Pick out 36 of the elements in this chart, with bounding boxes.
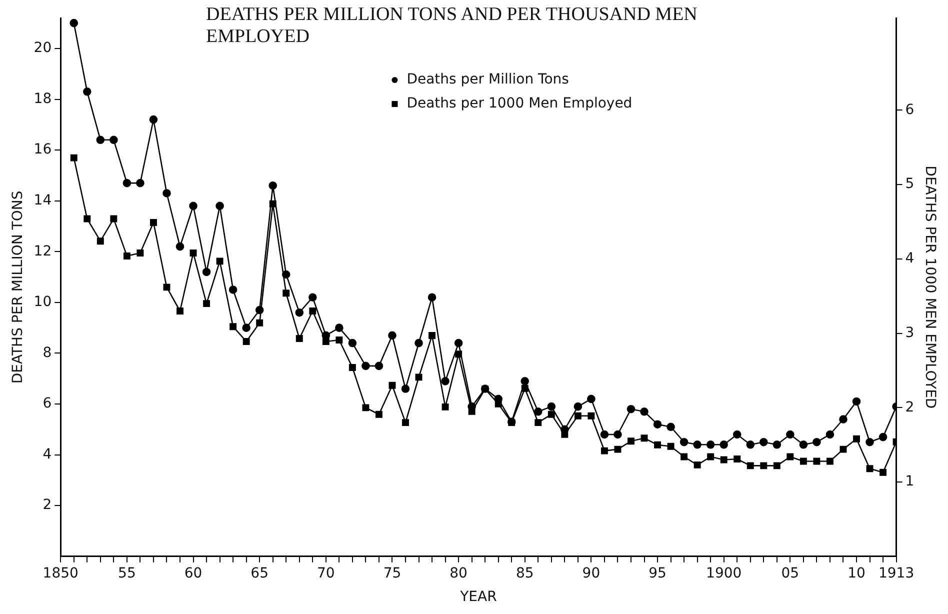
y-tick-label: 16 (34, 142, 52, 158)
y-tick-label: 18 (34, 90, 52, 107)
x-tick-label: 90 (582, 565, 600, 582)
y2-tick-label: 2 (905, 399, 914, 416)
x-tick-label: 1850 (42, 565, 78, 582)
y2-tick-label: 5 (905, 176, 914, 192)
y2-tick-label: 4 (905, 250, 914, 267)
y2-tick-label: 3 (905, 324, 914, 341)
chart-title: DEATHS PER MILLION TONS AND PER THOUSAND MEN EMPLOYED (206, 4, 698, 48)
y-tick-label: 4 (42, 446, 52, 462)
x-tick-label: 05 (781, 565, 800, 582)
y-tick-label: 10 (34, 294, 52, 310)
x-tick-label: 70 (316, 565, 335, 582)
legend-label: Deaths per Million Tons (406, 72, 569, 88)
y2-tick-label: 1 (905, 474, 914, 490)
x-tick-label: 10 (848, 565, 866, 582)
legend-label: Deaths per 1000 Men Employed (406, 96, 632, 112)
y-tick-label: 8 (42, 344, 52, 361)
x-tick-label: 80 (450, 565, 468, 582)
y-tick-label: 6 (42, 396, 52, 412)
y-tick-label: 2 (42, 497, 52, 514)
y-tick-label: 14 (34, 192, 52, 208)
x-tick-label: 55 (118, 565, 136, 582)
y2-tick-label: 6 (905, 102, 914, 118)
x-tick-label: 75 (383, 565, 402, 582)
y-tick-label: 12 (34, 243, 52, 260)
y-axis-title: DEATHS PER MILLION TONS (10, 190, 26, 384)
x-tick-label: 65 (250, 565, 268, 582)
x-tick-label: 85 (516, 565, 534, 582)
y2-axis-title: DEATHS PER 1000 MEN EMPLOYED (922, 166, 938, 409)
x-tick-label: 95 (648, 565, 666, 582)
x-tick-label: 60 (184, 565, 202, 582)
x-tick-label: 1900 (706, 565, 742, 582)
y-tick-label: 20 (34, 40, 52, 56)
x-tick-label: 1913 (878, 565, 914, 582)
x-axis-title: YEAR (459, 589, 498, 606)
